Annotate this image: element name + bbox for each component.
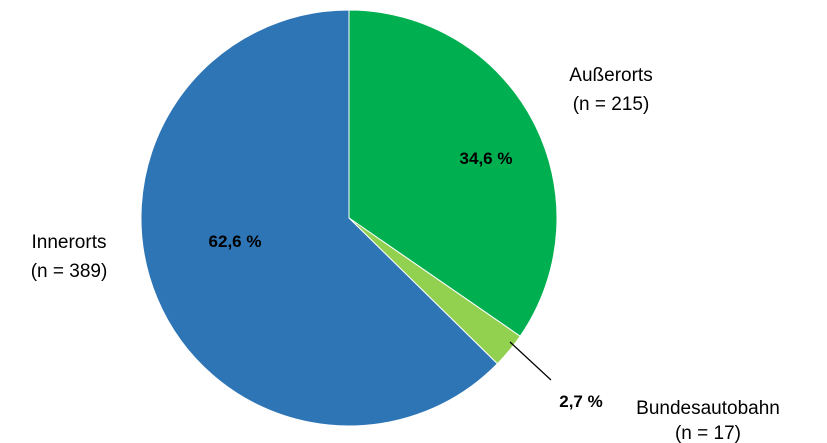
- ausserorts-count-label: (n = 215): [573, 94, 650, 115]
- pie-slice-innerorts: [140, 9, 499, 427]
- pie-slice-ausserorts: [348, 9, 558, 337]
- innerorts-percent-label: 62,6 %: [209, 232, 262, 251]
- ausserorts-percent-label: 34,6 %: [460, 149, 513, 168]
- bundesautobahn-leader-line: [509, 341, 552, 381]
- innerorts-label: Innerorts: [32, 232, 107, 253]
- pie-slices: [140, 9, 558, 427]
- innerorts-count-label: (n = 389): [31, 261, 108, 282]
- bundesautobahn-percent-label: 2,7 %: [559, 392, 602, 411]
- bundesautobahn-count-label: (n = 17): [675, 423, 741, 443]
- bundesautobahn-label: Bundesautobahn: [636, 398, 780, 419]
- ausserorts-label: Außerorts: [569, 65, 652, 86]
